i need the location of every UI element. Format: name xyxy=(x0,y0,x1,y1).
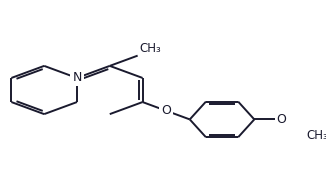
Text: O: O xyxy=(161,104,171,117)
Text: N: N xyxy=(72,71,82,84)
Text: CH₃: CH₃ xyxy=(139,42,161,55)
Text: CH₃: CH₃ xyxy=(306,129,326,142)
Text: O: O xyxy=(277,113,287,126)
